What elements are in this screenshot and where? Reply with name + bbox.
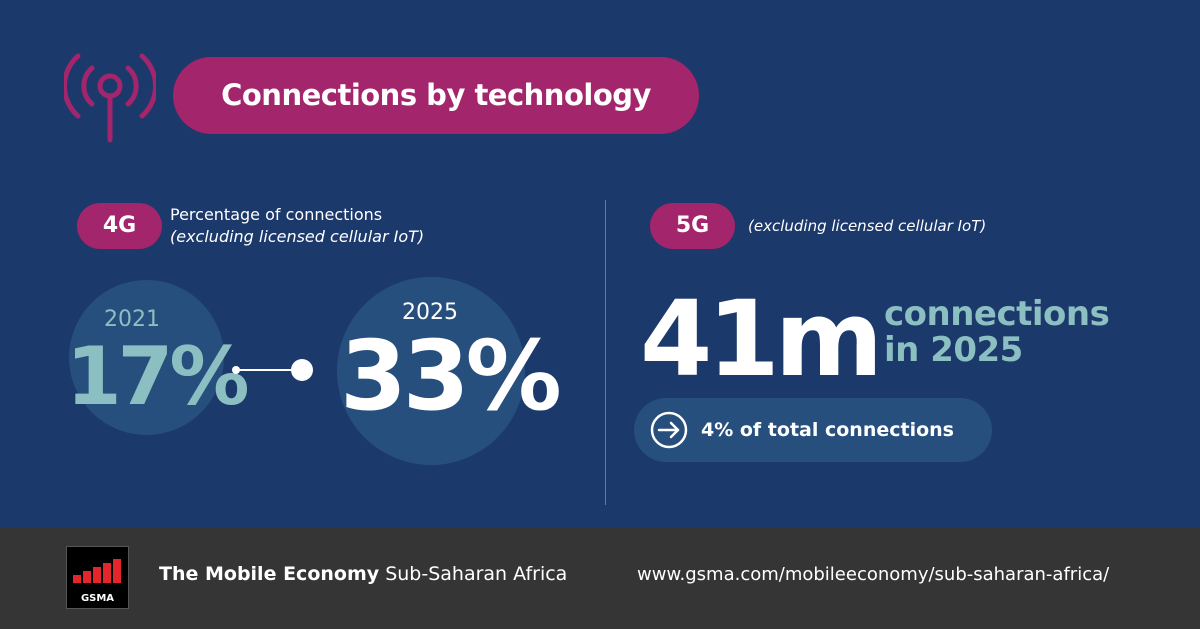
5g-description: (excluding licensed cellular IoT) bbox=[748, 217, 987, 235]
gsma-bars-icon bbox=[73, 559, 121, 583]
arrow-right-circle-icon bbox=[650, 411, 688, 449]
page-title: Connections by technology bbox=[173, 57, 699, 134]
4g-desc-line1: Percentage of connections bbox=[170, 205, 383, 224]
report-title-bold: The Mobile Economy bbox=[159, 563, 380, 585]
circle-2021 bbox=[69, 280, 224, 435]
5g-label-line2: in 2025 bbox=[884, 330, 1023, 370]
report-title: The Mobile Economy Sub-Saharan Africa bbox=[159, 563, 567, 585]
report-title-region: Sub-Saharan Africa bbox=[385, 563, 568, 585]
5g-share-pill: 4% of total connections bbox=[634, 398, 992, 462]
timeline-connector bbox=[232, 359, 313, 381]
report-url-link[interactable]: www.gsma.com/mobileeconomy/sub-saharan-a… bbox=[637, 564, 1110, 585]
gsma-logo-text: GSMA bbox=[80, 593, 115, 604]
5g-connections-value: 41m bbox=[640, 278, 883, 400]
circle-2025 bbox=[337, 277, 525, 465]
5g-share-text: 4% of total connections bbox=[701, 419, 954, 441]
5g-label-line1: connections bbox=[884, 294, 1110, 334]
section-divider bbox=[605, 200, 606, 505]
value-2025: 33% bbox=[340, 320, 562, 432]
footer: GSMA The Mobile Economy Sub-Saharan Afri… bbox=[0, 528, 1200, 629]
4g-description: Percentage of connections (excluding lic… bbox=[170, 204, 424, 248]
value-2021: 17% bbox=[66, 330, 249, 423]
infographic-panel: Connections by technology 4G Percentage … bbox=[64, 53, 1110, 505]
year-2025-label: 2025 bbox=[402, 300, 458, 325]
gsma-logo: GSMA bbox=[66, 546, 129, 609]
year-2021-label: 2021 bbox=[104, 307, 160, 332]
5g-connections-label: connections in 2025 bbox=[884, 294, 1110, 370]
4g-desc-line2: (excluding licensed cellular IoT) bbox=[170, 227, 425, 246]
badge-4g: 4G bbox=[77, 203, 162, 249]
antenna-signal-icon bbox=[64, 53, 156, 143]
badge-5g: 5G bbox=[650, 203, 735, 249]
